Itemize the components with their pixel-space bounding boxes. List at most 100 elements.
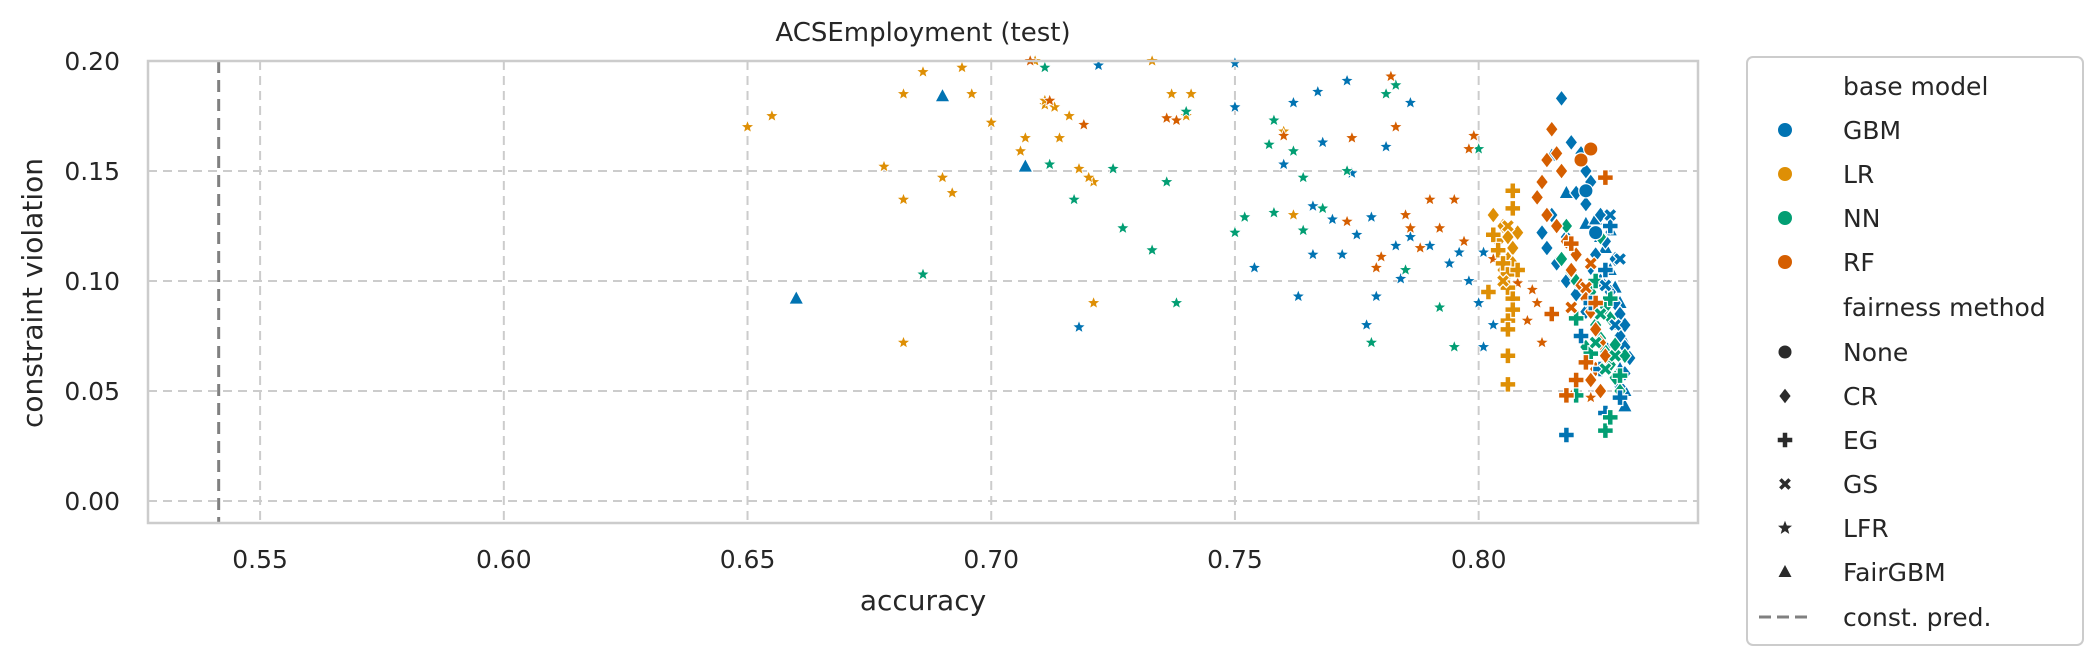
plot-frame: [146, 59, 1700, 525]
legend-marker-gs: [1777, 476, 1793, 492]
data-point-gbm-lfr: [1359, 317, 1375, 332]
data-point-rf-lfr: [1339, 213, 1355, 229]
legend-label-lfr: LFR: [1843, 514, 1889, 543]
data-point-gbm-gs: [1607, 317, 1623, 333]
data-point-rf-eg: [1577, 353, 1595, 371]
legend-label-gbm: GBM: [1843, 116, 1901, 145]
data-point-gbm-eg: [1601, 217, 1619, 235]
legend-label-none: None: [1843, 338, 1908, 367]
data-point-rf-eg: [1562, 235, 1580, 253]
legend-label-gs: GS: [1843, 470, 1878, 499]
data-point-gbm-lfr: [1246, 259, 1262, 275]
data-point-nn-lfr: [1446, 339, 1462, 354]
data-point-gbm-lfr: [1402, 229, 1418, 244]
data-point-gbm-lfr: [1471, 295, 1487, 310]
data-point-rf-lfr: [1398, 207, 1414, 222]
data-point-lr-lfr: [1051, 130, 1068, 145]
legend-frame: [1746, 56, 2084, 646]
data-point-nn-lfr: [1168, 295, 1185, 310]
data-point-gbm-lfr: [1334, 246, 1350, 261]
legend: base model GBM LR NN RF fairness method Non…: [1746, 56, 2084, 646]
data-point-rf-none: [1583, 141, 1599, 157]
data-point-rf-cr: [1539, 150, 1555, 170]
data-point-gbm-lfr: [1402, 94, 1418, 110]
data-point-lr-lfr: [1012, 143, 1029, 158]
data-point-nn-gs: [1607, 348, 1623, 364]
data-point-gbm-none: [1578, 183, 1594, 199]
data-point-lr-eg: [1499, 347, 1517, 365]
data-point-lr-eg: [1509, 261, 1527, 279]
data-point-lr-lfr: [739, 119, 756, 134]
data-point-lr-lfr: [964, 86, 980, 101]
data-point-nn-lfr: [1115, 220, 1131, 235]
data-point-nn-lfr: [1042, 156, 1058, 171]
data-point-nn-lfr: [1266, 112, 1282, 127]
data-point-rf-lfr: [1519, 312, 1535, 327]
legend-label-rf: RF: [1843, 248, 1875, 277]
data-point-rf-eg: [1557, 386, 1575, 404]
data-point-gbm-lfr: [1475, 339, 1492, 354]
data-point-gbm-fairgbm: [787, 289, 805, 305]
data-point-nn-eg: [1567, 309, 1585, 327]
data-point-lr-lfr: [915, 64, 931, 79]
data-point-rf-cr: [1549, 144, 1564, 163]
data-point-rf-lfr: [1076, 116, 1092, 132]
data-point-gbm-lfr: [1393, 270, 1409, 286]
data-point-gbm-lfr: [1339, 72, 1355, 88]
legend-label-lr: LR: [1843, 160, 1874, 189]
data-point-nn-lfr: [1037, 59, 1053, 75]
y-tick-label: 0.05: [64, 377, 120, 406]
data-point-rf-cr: [1544, 119, 1559, 139]
data-point-lr-lfr: [1061, 108, 1077, 123]
data-point-nn-lfr: [1339, 163, 1355, 178]
data-point-gbm-eg: [1611, 389, 1629, 407]
data-point-nn-cr: [1554, 249, 1569, 269]
x-tick-label: 0.60: [476, 545, 532, 574]
legend-marker-cr: [1777, 386, 1793, 406]
data-point-lr-lfr: [876, 158, 892, 173]
legend-marker-lfr: [1775, 518, 1795, 536]
legend-label-nn: NN: [1843, 204, 1880, 233]
y-tick-labels: 0.00 0.05 0.10 0.15 0.20: [64, 47, 120, 516]
data-point-lr-eg: [1499, 375, 1517, 393]
data-point-rf-lfr: [1159, 110, 1175, 125]
data-point-lr-lfr: [1081, 169, 1097, 184]
data-point-nn-gs: [1588, 335, 1604, 351]
data-point-gbm-lfr: [1305, 198, 1321, 213]
data-point-lr-lfr: [1086, 295, 1102, 310]
data-point-gbm-lfr: [1461, 273, 1477, 288]
data-point-gbm-lfr: [1378, 138, 1394, 154]
data-point-rf-lfr: [1456, 233, 1472, 248]
data-point-rf-cr: [1588, 320, 1603, 339]
data-point-gbm-lfr: [1071, 319, 1087, 334]
x-tick-label: 0.75: [1207, 545, 1263, 574]
legend-marker-gbm: [1776, 121, 1794, 139]
data-point-gbm-cr: [1578, 194, 1594, 214]
data-point-rf-lfr: [1373, 248, 1389, 264]
data-point-gbm-lfr: [1441, 255, 1457, 270]
data-point-nn-lfr: [1398, 262, 1414, 277]
data-point-rf-gs: [1583, 255, 1599, 271]
data-point-gbm-lfr: [1315, 134, 1331, 149]
legend-label-eg: EG: [1843, 426, 1878, 455]
data-point-gbm-lfr: [1310, 83, 1326, 99]
data-point-nn-lfr: [1261, 136, 1277, 151]
data-point-rf-cr: [1539, 205, 1555, 225]
data-point-lr-lfr: [764, 108, 780, 123]
data-point-lr-lfr: [1285, 207, 1301, 222]
x-tick-labels: 0.55 0.60 0.65 0.70 0.75 0.80: [232, 545, 1506, 574]
data-point-nn-lfr: [1066, 191, 1082, 206]
legend-marker-eg: [1776, 431, 1794, 449]
data-point-gbm-lfr: [1090, 57, 1107, 72]
data-point-lr-gs: [1495, 273, 1511, 289]
data-point-gbm-lfr: [1368, 288, 1384, 303]
data-point-nn-lfr: [1295, 222, 1311, 237]
x-tick-label: 0.55: [232, 545, 288, 574]
data-point-gbm-cr: [1534, 223, 1550, 242]
data-point-lr-eg: [1499, 320, 1517, 338]
data-point-rf-lfr: [1368, 259, 1384, 275]
data-point-gbm-lfr: [1422, 237, 1438, 253]
data-point-rf-gs: [1578, 280, 1594, 296]
data-point-rf-none: [1573, 152, 1589, 168]
data-point-lr-lfr: [895, 191, 912, 206]
